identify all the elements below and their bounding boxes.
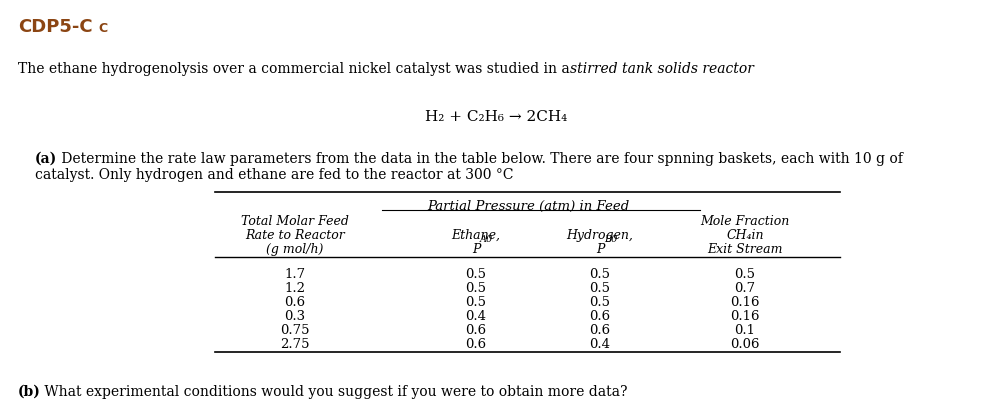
Text: CDP5-C: CDP5-C (18, 18, 92, 36)
Text: 0.4: 0.4 (589, 338, 610, 351)
Text: Determine the rate law parameters from the data in the table below. There are fo: Determine the rate law parameters from t… (57, 152, 903, 166)
Text: 0.5: 0.5 (465, 296, 486, 309)
Text: Ethane,: Ethane, (451, 229, 501, 242)
Text: Hydrogen,: Hydrogen, (566, 229, 634, 242)
Text: 0.6: 0.6 (285, 296, 306, 309)
Text: 0.5: 0.5 (589, 282, 610, 295)
Text: 0.06: 0.06 (730, 338, 760, 351)
Text: Partial Pressure (atm) in Feed: Partial Pressure (atm) in Feed (427, 200, 629, 213)
Text: Mole Fraction: Mole Fraction (700, 215, 790, 228)
Text: (b): (b) (18, 385, 41, 399)
Text: B0: B0 (604, 235, 617, 244)
Text: catalyst. Only hydrogen and ethane are fed to the reactor at 300 °C: catalyst. Only hydrogen and ethane are f… (35, 168, 514, 182)
Text: 1.7: 1.7 (285, 268, 306, 281)
Text: 0.5: 0.5 (465, 282, 486, 295)
Text: 0.6: 0.6 (465, 324, 486, 337)
Text: stirred tank solids reactor: stirred tank solids reactor (570, 62, 754, 76)
Text: 0.6: 0.6 (589, 310, 610, 323)
Text: What experimental conditions would you suggest if you were to obtain more data?: What experimental conditions would you s… (40, 385, 628, 399)
Text: 0.1: 0.1 (734, 324, 756, 337)
Text: H₂ + C₂H₆ → 2CH₄: H₂ + C₂H₆ → 2CH₄ (425, 110, 567, 124)
Text: Exit Stream: Exit Stream (707, 243, 783, 256)
Text: Total Molar Feed: Total Molar Feed (241, 215, 349, 228)
Text: 0.7: 0.7 (734, 282, 756, 295)
Text: 0.16: 0.16 (730, 296, 760, 309)
Text: (a): (a) (35, 152, 58, 166)
Text: 0.4: 0.4 (465, 310, 486, 323)
Text: A0: A0 (480, 235, 493, 244)
Text: The ethane hydrogenolysis over a commercial nickel catalyst was studied in a: The ethane hydrogenolysis over a commerc… (18, 62, 574, 76)
Text: CH₄in: CH₄in (726, 229, 764, 242)
Text: 0.75: 0.75 (281, 324, 310, 337)
Text: 0.3: 0.3 (285, 310, 306, 323)
Text: (g mol/h): (g mol/h) (266, 243, 323, 256)
Text: 0.6: 0.6 (589, 324, 610, 337)
Text: 0.5: 0.5 (589, 268, 610, 281)
Text: C: C (98, 22, 107, 35)
Text: 0.16: 0.16 (730, 310, 760, 323)
Text: 2.75: 2.75 (281, 338, 310, 351)
Text: 1.2: 1.2 (285, 282, 306, 295)
Text: 0.5: 0.5 (465, 268, 486, 281)
Text: 0.6: 0.6 (465, 338, 486, 351)
Text: P: P (472, 243, 480, 256)
Text: P: P (596, 243, 604, 256)
Text: 0.5: 0.5 (734, 268, 756, 281)
Text: Rate to Reactor: Rate to Reactor (245, 229, 345, 242)
Text: 0.5: 0.5 (589, 296, 610, 309)
